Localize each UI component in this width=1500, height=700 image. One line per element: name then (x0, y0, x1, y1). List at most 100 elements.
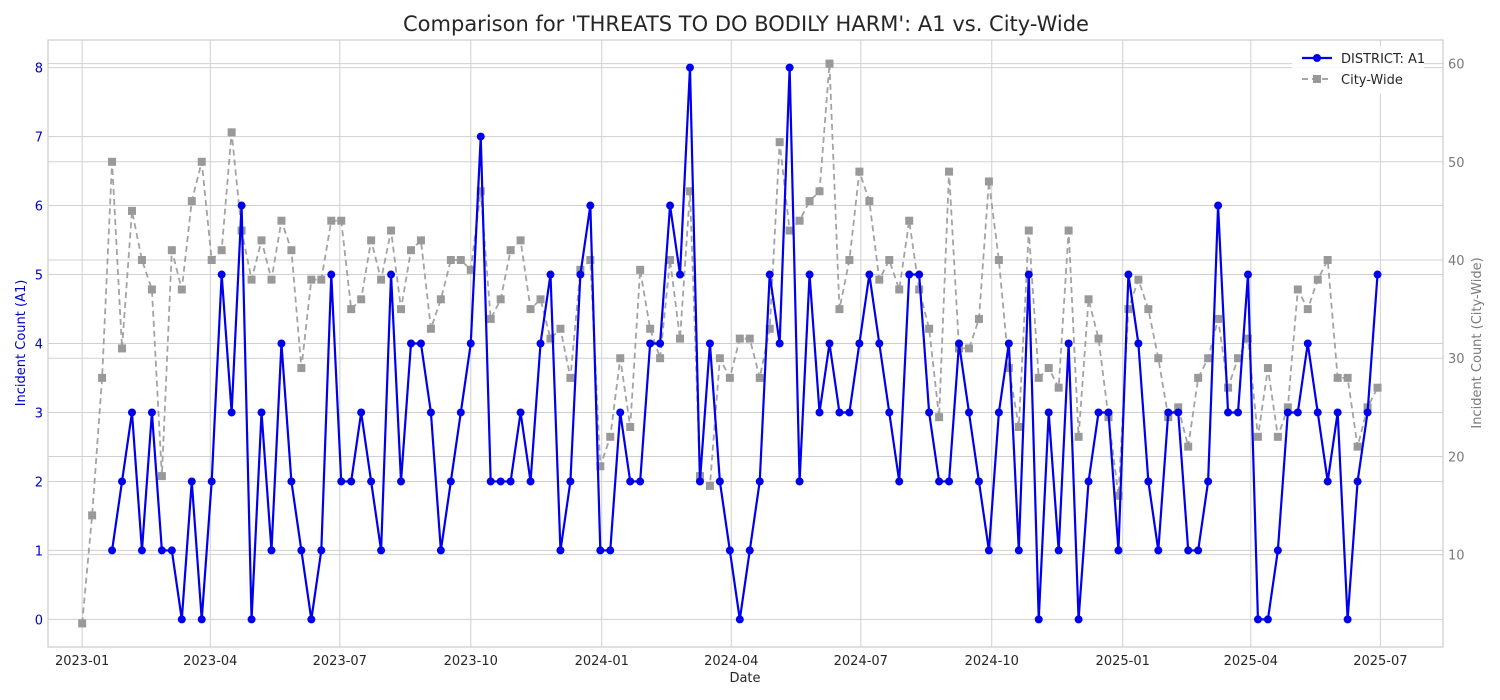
district-point (546, 270, 555, 279)
citywide-point (905, 216, 914, 225)
x-tick-label: 2023-04 (183, 654, 237, 669)
district-point (556, 546, 565, 555)
district-point (1054, 546, 1063, 555)
district-point (1114, 546, 1123, 555)
district-point (1214, 201, 1223, 210)
district-point (1333, 408, 1342, 417)
x-tick-label: 2023-07 (313, 654, 367, 669)
district-point (247, 615, 256, 624)
district-point (1134, 339, 1143, 348)
y-tick-label-right: 50 (1448, 156, 1465, 171)
district-point (1084, 477, 1093, 486)
citywide-point (147, 285, 156, 294)
citywide-point (925, 324, 934, 333)
y-tick-label-left: 3 (35, 406, 43, 421)
district-point (695, 477, 704, 486)
district-point (217, 270, 226, 279)
citywide-point (566, 373, 575, 382)
citywide-point (685, 187, 694, 196)
district-point (1204, 477, 1213, 486)
district-point (1104, 408, 1113, 417)
district-point (1144, 477, 1153, 486)
district-point (626, 477, 635, 486)
citywide-point (705, 481, 714, 490)
citywide-point (1194, 373, 1203, 382)
district-point (795, 477, 804, 486)
citywide-point (466, 265, 475, 274)
district-point (416, 339, 425, 348)
district-point (685, 63, 694, 72)
district-point (387, 270, 396, 279)
citywide-point (725, 373, 734, 382)
citywide-point (416, 236, 425, 245)
citywide-point (1074, 432, 1083, 441)
citywide-point (1224, 383, 1233, 392)
district-point (476, 132, 485, 141)
district-point (357, 408, 366, 417)
citywide-point (436, 295, 445, 304)
citywide-point (895, 285, 904, 294)
district-point (1224, 408, 1233, 417)
district-point (955, 339, 964, 348)
district-point (536, 339, 545, 348)
district-point (895, 477, 904, 486)
district-point (785, 63, 794, 72)
district-point (496, 477, 505, 486)
x-tick-label: 2024-01 (575, 654, 629, 669)
citywide-point (815, 187, 824, 196)
district-point (576, 270, 585, 279)
district-point (327, 270, 336, 279)
y-axis-left-label: Incident Count (A1) (14, 280, 29, 407)
citywide-point (1134, 275, 1143, 284)
y-tick-label-right: 30 (1448, 352, 1465, 367)
district-point (406, 339, 415, 348)
citywide-point (426, 324, 435, 333)
district-point (636, 477, 645, 486)
citywide-point (606, 432, 615, 441)
district-point (1323, 477, 1332, 486)
district-point (905, 270, 914, 279)
citywide-point (446, 256, 455, 265)
citywide-point (78, 619, 87, 628)
legend-citywide-label: City-Wide (1341, 73, 1403, 88)
citywide-point (297, 364, 306, 373)
citywide-point (207, 256, 216, 265)
district-point (705, 339, 714, 348)
citywide-point (775, 138, 784, 147)
y-tick-label-right: 60 (1448, 58, 1465, 73)
citywide-point (1313, 275, 1322, 284)
district-point (317, 546, 326, 555)
citywide-point (1333, 373, 1342, 382)
y-tick-label-right: 10 (1448, 549, 1465, 564)
district-point (815, 408, 824, 417)
citywide-point (825, 59, 834, 68)
citywide-point (1114, 491, 1123, 500)
district-point (596, 546, 605, 555)
district-point (1174, 408, 1183, 417)
chart-title: Comparison for 'THREATS TO DO BODILY HAR… (403, 12, 1089, 36)
district-point (108, 546, 117, 555)
district-point (1124, 270, 1133, 279)
district-point (1194, 546, 1203, 555)
citywide-point (108, 157, 117, 166)
district-point (845, 408, 854, 417)
citywide-point (795, 216, 804, 225)
citywide-point (676, 334, 685, 343)
y-tick-label-left: 7 (35, 131, 43, 146)
citywide-point (805, 197, 814, 206)
district-point (267, 546, 276, 555)
citywide-point (157, 472, 166, 481)
y-tick-label-left: 5 (35, 269, 43, 284)
district-point (1014, 546, 1023, 555)
x-tick-label: 2025-04 (1224, 654, 1278, 669)
citywide-point (456, 256, 465, 265)
y-tick-label-left: 4 (35, 338, 43, 353)
district-point (835, 408, 844, 417)
district-point (1094, 408, 1103, 417)
district-point (745, 546, 754, 555)
district-point (1293, 408, 1302, 417)
district-point (945, 477, 954, 486)
district-point (347, 477, 356, 486)
citywide-point (1064, 226, 1073, 235)
citywide-point (1004, 364, 1013, 373)
